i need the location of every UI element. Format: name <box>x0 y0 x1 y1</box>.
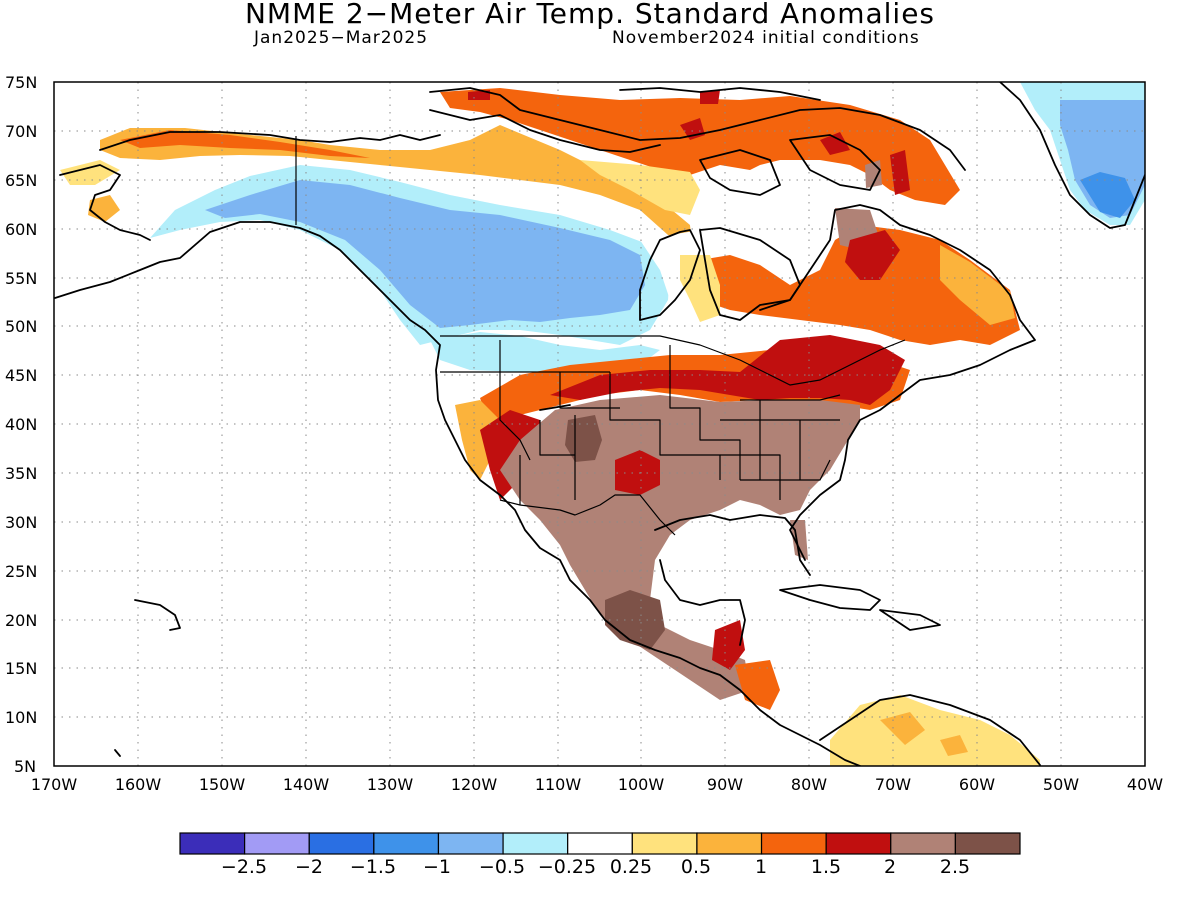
legend-color-box <box>373 832 440 855</box>
anomaly-south-america-yellow <box>830 695 1040 766</box>
lon-label: 130W <box>367 775 414 794</box>
legend-color-box <box>179 832 246 855</box>
lat-label: 60N <box>5 220 37 239</box>
legend-label: −0.25 <box>538 856 596 878</box>
map-title: NMME 2−Meter Air Temp. Standard Anomalie… <box>244 0 936 30</box>
legend-color-box <box>890 832 956 855</box>
legend-label: 0.25 <box>610 856 652 878</box>
lon-label: 50W <box>1043 775 1079 794</box>
legend-label: 0.5 <box>681 856 711 878</box>
anomaly-nw-canada-blue <box>205 180 645 328</box>
legend-color-box <box>244 832 310 855</box>
shaded-anomalies <box>60 82 1145 766</box>
legend-label: −0.5 <box>479 856 525 878</box>
lat-label: 65N <box>5 171 37 190</box>
legend-color-box <box>631 832 698 855</box>
legend-color-box <box>502 832 569 855</box>
legend-label: 2.5 <box>940 856 970 878</box>
legend-color-box <box>954 832 1021 855</box>
legend-color-box <box>825 832 892 855</box>
legend-label: 2 <box>884 856 896 878</box>
lon-label: 170W <box>31 775 78 794</box>
lon-label: 90W <box>707 775 743 794</box>
lon-label: 150W <box>199 775 246 794</box>
political-boundaries <box>295 136 906 536</box>
forecast-period: Jan2025−Mar2025 <box>254 28 429 48</box>
lon-tick-labels: 170W 160W 150W 140W 130W 120W 110W 100W … <box>31 775 1163 794</box>
lon-label: 160W <box>115 775 162 794</box>
lat-label: 25N <box>5 562 37 581</box>
legend-color-box <box>437 832 504 855</box>
lat-tick-labels: 75N 70N 65N 60N 55N 50N 45N 40N 35N 30N … <box>5 73 37 776</box>
lat-label: 50N <box>5 317 37 336</box>
lon-label: 100W <box>618 775 665 794</box>
color-legend <box>179 832 1021 855</box>
anomaly-oklahoma-red <box>615 450 660 495</box>
lon-label: 60W <box>959 775 995 794</box>
lat-label: 35N <box>5 464 37 483</box>
lat-label: 30N <box>5 513 37 532</box>
legend-label: 1.5 <box>811 856 841 878</box>
lat-label: 15N <box>5 659 37 678</box>
lat-label: 20N <box>5 611 37 630</box>
legend-color-box <box>760 832 827 855</box>
lon-label: 70W <box>875 775 911 794</box>
initial-conditions: November2024 initial conditions <box>612 28 920 48</box>
lon-gridlines <box>137 82 1062 766</box>
legend-label: −2 <box>295 856 323 878</box>
lon-label: 110W <box>535 775 582 794</box>
lat-label: 10N <box>5 708 37 727</box>
legend-label: −2.5 <box>221 856 267 878</box>
lat-label: 75N <box>5 73 37 92</box>
anomaly-south-america-gold <box>880 712 968 756</box>
anomaly-southern-mexico-dark <box>605 590 665 650</box>
lon-label: 120W <box>451 775 498 794</box>
coastlines <box>54 82 1145 766</box>
legend-labels: −2.5 −2 −1.5 −1 −0.5 −0.25 0.25 0.5 1 1.… <box>221 856 970 878</box>
lat-label: 5N <box>14 757 36 776</box>
anomaly-alaska-north-coast <box>100 125 692 245</box>
lat-label: 40N <box>5 415 37 434</box>
anomaly-great-lakes-red <box>550 335 905 405</box>
anomaly-quebec-yellow <box>680 255 720 322</box>
anomaly-arctic-archipelago <box>440 88 960 205</box>
legend-label: −1 <box>423 856 451 878</box>
lon-label: 80W <box>791 775 827 794</box>
lat-label: 45N <box>5 366 37 385</box>
legend-label: −1.5 <box>350 856 396 878</box>
anomaly-central-america-red <box>712 620 745 670</box>
anomaly-us-mexico-brown <box>500 395 860 700</box>
anomaly-alaska-north-coast-inner <box>120 130 370 158</box>
lon-label: 140W <box>283 775 330 794</box>
lat-label: 55N <box>5 269 37 288</box>
anomaly-central-america-orange <box>735 660 780 710</box>
legend-color-box <box>308 832 375 855</box>
anomaly-greenland-darker <box>1080 172 1135 218</box>
legend-color-box <box>567 832 633 855</box>
lon-label: 40W <box>1127 775 1163 794</box>
anomaly-four-corners <box>565 415 602 462</box>
anomaly-arctic-yellow <box>580 160 700 215</box>
map-frame <box>53 81 1146 767</box>
legend-color-box <box>696 832 763 855</box>
legend-label: 1 <box>755 856 767 878</box>
lat-label: 70N <box>5 122 37 141</box>
anomaly-yellow-fringe <box>60 160 120 185</box>
anomaly-quebec-red <box>845 230 900 280</box>
